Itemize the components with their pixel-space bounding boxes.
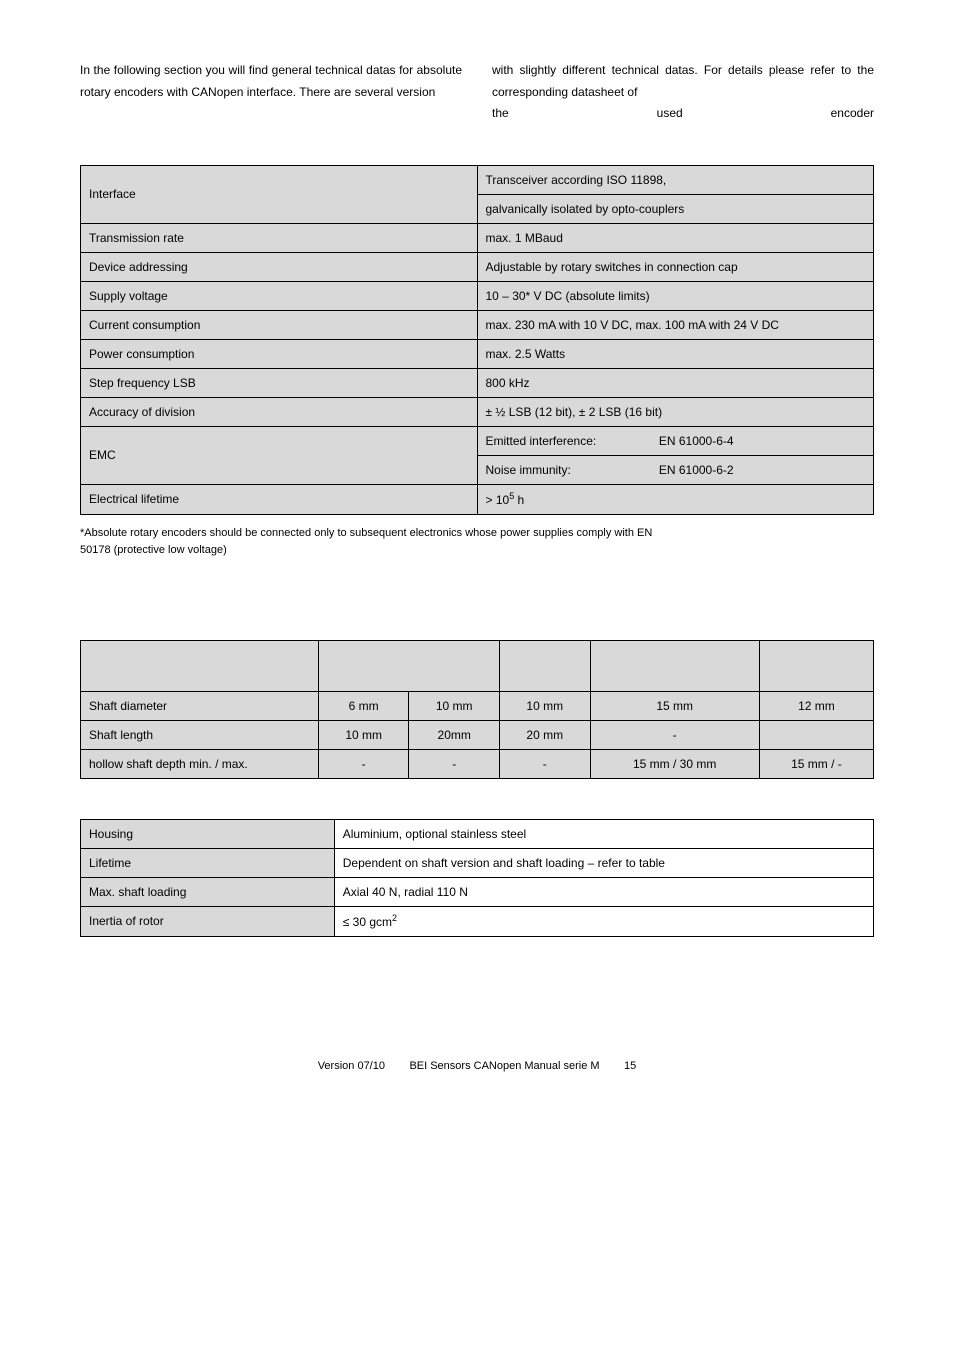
lifetime-pre: > 10 [486,493,510,507]
cell-shaft-length-label: Shaft length [81,720,319,749]
footnote-line2: 50178 (protective low voltage) [80,544,227,556]
footer-title: BEI Sensors CANopen Manual serie M [409,1060,599,1072]
cell-housing-value: Aluminium, optional stainless steel [334,819,873,848]
cell-emc-line2: Noise immunity: EN 61000-6-2 [477,455,874,484]
cell-mech-lifetime-label: Lifetime [81,848,335,877]
emc-emitted-value: EN 61000-6-4 [659,434,734,448]
cell-housing-label: Housing [81,819,335,848]
intro-left-column: In the following section you will find g… [80,60,462,125]
cell-addressing-value: Adjustable by rotary switches in connect… [477,252,874,281]
intro-word-the: the [492,103,509,125]
cell-accuracy-label: Accuracy of division [81,397,478,426]
cell-sl-1: 10 mm [318,720,409,749]
cell-accuracy-value: ± ½ LSB (12 bit), ± 2 LSB (16 bit) [477,397,874,426]
cell-emc-line1: Emitted interference: EN 61000-6-4 [477,426,874,455]
footnote-line1: *Absolute rotary encoders should be conn… [80,527,652,539]
cell-step-value: 800 kHz [477,368,874,397]
cell-current-label: Current consumption [81,310,478,339]
footnote: *Absolute rotary encoders should be conn… [80,525,874,560]
cell-sd-3: 10 mm [499,691,590,720]
intro-left-line1: In the following section you will find g… [80,63,312,77]
intro-word-used: used [657,103,683,125]
cell-sd-5: 12 mm [759,691,873,720]
cell-addressing-label: Device addressing [81,252,478,281]
cell-sd-4: 15 mm [590,691,759,720]
inertia-sup: 2 [392,913,397,923]
footer-version: Version 07/10 [318,1060,385,1072]
cell-inertia-value: ≤ 30 gcm2 [334,906,873,936]
cell-sl-4: - [590,720,759,749]
cell-power-label: Power consumption [81,339,478,368]
intro-text: In the following section you will find g… [80,60,874,125]
cell-hd-1: - [318,749,409,778]
electrical-specs-table: Interface Transceiver according ISO 1189… [80,165,874,515]
cell-hd-4: 15 mm / 30 mm [590,749,759,778]
cell-inertia-label: Inertia of rotor [81,906,335,936]
cell-sd-1: 6 mm [318,691,409,720]
intro-right-line1: with slightly different technical datas.… [492,63,763,77]
cell-interface-value1: Transceiver according ISO 11898, [477,165,874,194]
cell-lifetime-value: > 105 h [477,484,874,514]
cell-transmission-value: max. 1 MBaud [477,223,874,252]
page-footer: Version 07/10 BEI Sensors CANopen Manual… [80,1057,874,1077]
cell-mech-lifetime-value: Dependent on shaft version and shaft loa… [334,848,873,877]
cell-transmission-label: Transmission rate [81,223,478,252]
cell-hollow-depth-label: hollow shaft depth min. / max. [81,749,319,778]
cell-supply-value: 10 – 30* V DC (absolute limits) [477,281,874,310]
cell-lifetime-label: Electrical lifetime [81,484,478,514]
shaft-specs-table: Shaft diameter 6 mm 10 mm 10 mm 15 mm 12… [80,640,874,779]
intro-right-last-line: the used encoder [492,103,874,125]
emc-noise-value: EN 61000-6-2 [659,463,734,477]
cell-sl-3: 20 mm [499,720,590,749]
cell-sl-2: 20mm [409,720,500,749]
intro-left-line3: CANopen interface. There are several ver… [191,85,435,99]
lifetime-post: h [514,493,524,507]
cell-interface-label: Interface [81,165,478,223]
cell-shaft-diameter-label: Shaft diameter [81,691,319,720]
cell-hd-3: - [499,749,590,778]
footer-page: 15 [624,1060,636,1072]
cell-power-value: max. 2.5 Watts [477,339,874,368]
t2-header-col2 [499,640,590,691]
intro-word-encoder: encoder [831,103,874,125]
t2-header-col1 [318,640,499,691]
inertia-pre: ≤ 30 gcm [343,915,392,929]
mechanical-specs-table: Housing Aluminium, optional stainless st… [80,819,874,937]
intro-right-column: with slightly different technical datas.… [492,60,874,125]
cell-emc-label: EMC [81,426,478,484]
cell-interface-value2: galvanically isolated by opto-couplers [477,194,874,223]
cell-loading-label: Max. shaft loading [81,877,335,906]
t2-blank-header [81,640,319,691]
cell-loading-value: Axial 40 N, radial 110 N [334,877,873,906]
cell-sd-2: 10 mm [409,691,500,720]
t2-header-col3 [590,640,759,691]
cell-hd-2: - [409,749,500,778]
emc-noise-label: Noise immunity: [486,461,656,479]
cell-supply-label: Supply voltage [81,281,478,310]
cell-hd-5: 15 mm / - [759,749,873,778]
cell-current-value: max. 230 mA with 10 V DC, max. 100 mA wi… [477,310,874,339]
cell-sl-5 [759,720,873,749]
cell-step-label: Step frequency LSB [81,368,478,397]
t2-header-col4 [759,640,873,691]
emc-emitted-label: Emitted interference: [486,432,656,450]
